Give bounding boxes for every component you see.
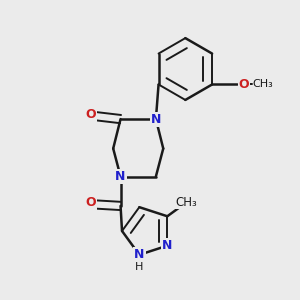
Text: CH₃: CH₃ bbox=[176, 196, 197, 209]
Text: N: N bbox=[162, 239, 172, 252]
Text: CH₃: CH₃ bbox=[252, 80, 273, 89]
Text: N: N bbox=[151, 112, 161, 126]
Text: N: N bbox=[116, 170, 126, 183]
Text: O: O bbox=[238, 78, 249, 91]
Text: N: N bbox=[134, 248, 145, 261]
Text: O: O bbox=[86, 196, 96, 209]
Text: H: H bbox=[135, 262, 143, 272]
Text: O: O bbox=[86, 108, 96, 121]
